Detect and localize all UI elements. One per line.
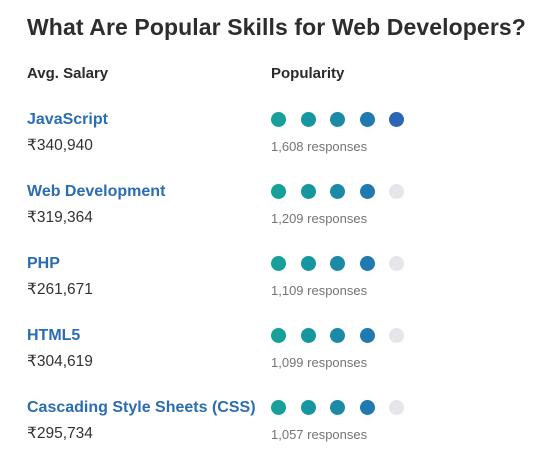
popularity-dot-empty [389, 328, 404, 343]
skill-row: HTML5 ₹304,619 1,099 responses [0, 327, 533, 387]
popularity-dot-filled [330, 184, 345, 199]
popularity-dot-filled [271, 184, 286, 199]
skill-link[interactable]: Cascading Style Sheets (CSS) [27, 399, 256, 416]
popularity-dot-empty [389, 256, 404, 271]
skill-row: Cascading Style Sheets (CSS) ₹295,734 1,05… [0, 399, 533, 459]
popularity-dot-filled [300, 112, 316, 127]
popularity-dots [271, 112, 411, 128]
skill-row: JavaScript ₹340,940 1,608 responses [0, 111, 533, 171]
popularity-dot-empty [389, 400, 404, 415]
skill-link[interactable]: PHP [27, 255, 60, 272]
popularity-dot-filled [271, 112, 286, 127]
popularity-dots [271, 184, 411, 200]
response-count: 1,109 responses [271, 283, 368, 298]
response-count: 1,608 responses [271, 139, 368, 154]
popularity-dot-filled [271, 328, 286, 343]
skill-link[interactable]: HTML5 [27, 327, 81, 344]
avg-salary-value: ₹340,940 [27, 137, 93, 154]
popularity-dot-filled [389, 112, 404, 127]
avg-salary-value: ₹261,671 [27, 281, 93, 298]
skill-link[interactable]: JavaScript [27, 111, 108, 128]
popularity-dots [271, 328, 411, 344]
response-count: 1,057 responses [271, 427, 368, 442]
popularity-dot-filled [271, 256, 286, 271]
avg-salary-header: Avg. Salary [27, 65, 109, 82]
popularity-dot-filled [359, 184, 375, 199]
popularity-dot-filled [359, 328, 375, 343]
popularity-header: Popularity [271, 65, 345, 82]
skill-link[interactable]: Web Development [27, 183, 166, 200]
page-title: What Are Popular Skills for Web Develope… [27, 14, 526, 40]
response-count: 1,099 responses [271, 355, 368, 370]
popularity-dot-filled [330, 328, 345, 343]
popularity-dots [271, 256, 411, 272]
popularity-dot-filled [330, 400, 345, 415]
popularity-dot-filled [330, 256, 345, 271]
popularity-dot-filled [359, 256, 375, 271]
popularity-dot-filled [300, 328, 316, 343]
avg-salary-value: ₹319,364 [27, 209, 93, 226]
response-count: 1,209 responses [271, 211, 368, 226]
popularity-dot-empty [389, 184, 404, 199]
popularity-dot-filled [359, 400, 375, 415]
popularity-dot-filled [359, 112, 375, 127]
avg-salary-value: ₹304,619 [27, 353, 93, 370]
popularity-dot-filled [300, 400, 316, 415]
popularity-dot-filled [300, 184, 316, 199]
popularity-dots [271, 400, 411, 416]
avg-salary-value: ₹295,734 [27, 425, 93, 442]
skill-row: PHP ₹261,671 1,109 responses [0, 255, 533, 315]
popularity-dot-filled [271, 400, 286, 415]
skill-row: Web Development ₹319,364 1,209 responses [0, 183, 533, 243]
popularity-dot-filled [330, 112, 345, 127]
popularity-dot-filled [300, 256, 316, 271]
